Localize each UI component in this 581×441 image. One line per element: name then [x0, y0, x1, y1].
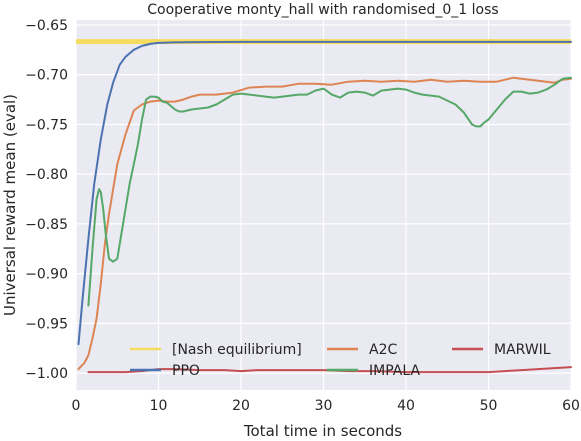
x-tick-label: 60 [562, 398, 580, 414]
y-tick-label: −0.85 [25, 217, 68, 233]
legend-label-marwil: MARWIL [494, 342, 551, 358]
y-tick-label: −0.90 [25, 267, 68, 283]
y-tick-label: −1.00 [25, 366, 68, 382]
x-tick-label: 50 [480, 398, 498, 414]
horizontal-gridlines [76, 24, 571, 374]
legend-label-impala: IMPALA [369, 363, 420, 379]
x-tick-label: 30 [315, 398, 333, 414]
legend-label-nash-equilibrium: [Nash equilibrium] [172, 342, 302, 358]
x-tick-label: 40 [397, 398, 415, 414]
y-tick-label: −0.65 [25, 18, 68, 34]
y-tick-label: −0.70 [25, 68, 68, 84]
y-tick-label: −0.75 [25, 117, 68, 133]
x-tick-label: 0 [72, 398, 81, 414]
series-line-impala [87, 76, 572, 307]
x-tick-labels: 0 10 20 30 40 50 60 [72, 398, 580, 414]
legend-label-a2c: A2C [369, 342, 397, 358]
y-axis-label: Universal reward mean (eval) [1, 94, 19, 316]
series-line-ppo [77, 40, 572, 346]
legend-label-ppo: PPO [172, 363, 200, 379]
y-tick-label: −0.95 [25, 316, 68, 332]
chart-title: Cooperative monty_hall with randomised_0… [147, 2, 498, 18]
vertical-gridlines [75, 20, 572, 390]
y-tick-label: −0.80 [25, 167, 68, 183]
y-tick-labels: −1.00 −0.95 −0.90 −0.85 −0.80 −0.75 −0.70 −0.65 [25, 18, 68, 382]
x-tick-label: 20 [232, 398, 250, 414]
legend: [Nash equilibrium] A2C MARWIL PPO IMPALA [130, 342, 551, 379]
x-axis-label: Total time in seconds [243, 422, 402, 440]
x-tick-label: 10 [150, 398, 168, 414]
series-line-a2c [77, 76, 572, 371]
